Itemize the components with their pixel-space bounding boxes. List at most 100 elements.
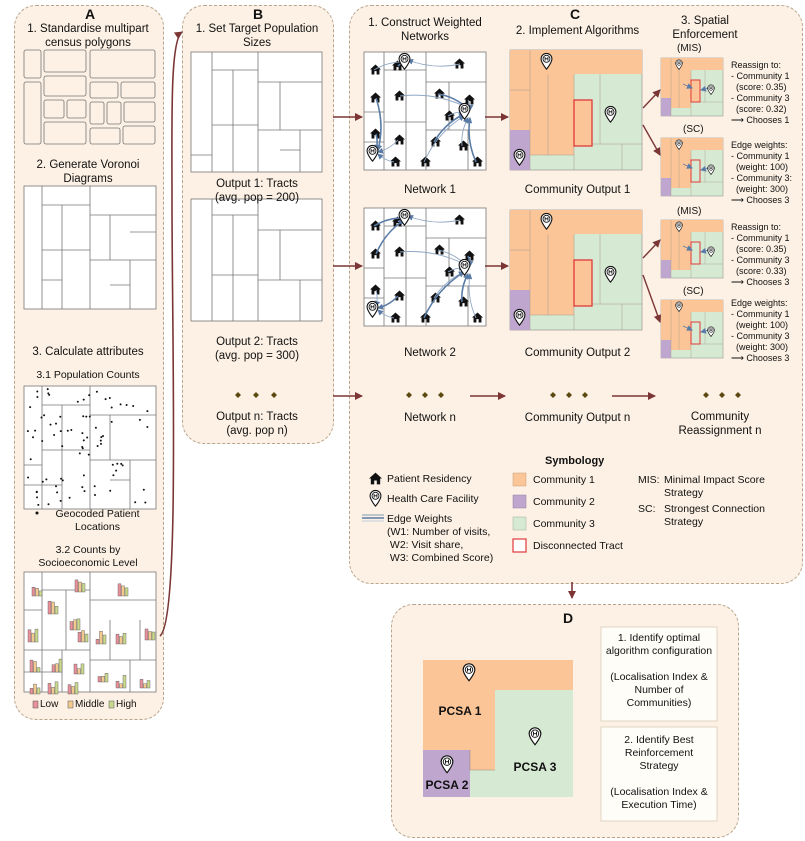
- legend-facility: Health Care Facility: [387, 493, 479, 505]
- sc-label-2: (SC): [683, 286, 704, 297]
- note-sc-2: Edge weights: - Community 1 (weight: 100…: [731, 298, 790, 363]
- legend-patient: Patient Residency: [387, 473, 472, 485]
- population-dots-map: [23, 385, 157, 510]
- disconnected-swatch: [512, 538, 527, 553]
- network-1-map: [363, 51, 487, 171]
- note-mis-2: Reassign to: - Community 1 (score: 0.35)…: [731, 222, 790, 287]
- b-title: 1. Set Target Population Sizes: [195, 23, 319, 49]
- bar-glyph: [139, 679, 151, 689]
- arrow-comm2-to-sc: [642, 274, 662, 323]
- edge-arrow: [377, 309, 395, 319]
- c-reassign-n: Community Reassignment n: [678, 411, 762, 437]
- edge-arrow: [423, 115, 465, 163]
- c-networkn: Network n: [404, 412, 456, 424]
- arrow-comm1-to-sc: [642, 124, 661, 156]
- bar-glyph: [73, 663, 85, 675]
- network-2-map: [363, 207, 487, 327]
- edge-arrow: [407, 58, 461, 67]
- edge-arrow: [407, 214, 461, 223]
- legend-symbology: Symbology: [545, 455, 605, 467]
- disconnected-tract: [690, 321, 701, 345]
- legend-low: Low: [40, 699, 59, 710]
- disconnected-tract: [690, 159, 701, 183]
- enforcement-sc-1-map: [660, 137, 724, 197]
- edge-arrow: [682, 83, 693, 89]
- community-output-2-map: [509, 209, 643, 331]
- socio-legend: [32, 700, 115, 709]
- bar-glyph: [47, 601, 59, 615]
- a-step3: 3. Calculate attributes: [32, 346, 144, 358]
- c-network2: Network 2: [404, 347, 456, 359]
- edge-arrow: [377, 295, 399, 310]
- tracts-map-1: [190, 51, 323, 173]
- edge-arrow: [682, 245, 693, 251]
- disconnected-tract: [690, 79, 701, 103]
- community-output-1-map: [509, 49, 643, 171]
- d-box2-text: 2. Identify Best Reinforcement Strategy …: [610, 734, 708, 811]
- legend-edge-items: (W1: Number of visits, W2: Visit share, …: [387, 526, 494, 564]
- c-communityn: Community Output n: [524, 412, 631, 424]
- voronoi-diagram: [23, 185, 157, 310]
- bar-glyph: [31, 587, 43, 597]
- mis-label-1: (MIS): [677, 43, 702, 54]
- c-col3-title: 3. Spatial Enforcement: [672, 15, 738, 41]
- a-step2: 2. Generate Voronoi Diagrams: [36, 159, 140, 185]
- dot-legend-icon: [35, 511, 39, 515]
- legend-mis-val: Minimal Impact Score Strategy: [664, 474, 765, 499]
- bar-glyph: [67, 682, 79, 695]
- edge-arrow: [466, 273, 477, 319]
- bar-glyph: [77, 630, 89, 643]
- panel-c-letter: C: [569, 6, 581, 22]
- bar-glyph: [27, 628, 39, 643]
- legend-c2: Community 2: [533, 496, 595, 508]
- c-community2: Community Output 2: [524, 347, 631, 359]
- census-polygons: [23, 49, 156, 145]
- bar-glyph: [74, 579, 86, 593]
- diamond-ellipsis-icon: [235, 392, 741, 398]
- mis-label-2: (MIS): [677, 206, 702, 217]
- house-icon: [369, 472, 382, 485]
- tracts-map-2: [190, 198, 323, 322]
- b-outputn: Output n: Tracts (avg. pop n): [216, 411, 298, 437]
- c-col2-title: 2. Implement Algorithms: [515, 25, 640, 37]
- edge-arrow: [466, 117, 477, 163]
- enforcement-mis-1-map: [660, 57, 724, 117]
- a-dots-legend: Geocoded Patient Locations: [55, 508, 140, 533]
- bar-glyph: [115, 633, 127, 645]
- panel-a-letter: A: [84, 6, 96, 22]
- socioeconomic-map: [23, 571, 157, 695]
- a-step31: 3.1 Population Counts: [36, 369, 140, 381]
- pcsa-map: [423, 660, 573, 797]
- c-col1-title: 1. Construct Weighted Networks: [368, 17, 482, 43]
- edge-arrow: [682, 163, 693, 169]
- note-sc-1: Edge weights: - Community 1 (weight: 100…: [731, 140, 793, 205]
- panel-d-letter: D: [562, 610, 574, 626]
- bar-glyph: [69, 618, 81, 631]
- c-network1: Network 1: [404, 184, 456, 196]
- community-1-swatch: [512, 472, 527, 487]
- legend-edge-title: Edge Weights: [387, 513, 453, 525]
- bar-glyph: [47, 681, 59, 695]
- note-mis-1: Reassign to: - Community 1 (score: 0.35)…: [731, 60, 790, 125]
- panel-b-letter: B: [252, 6, 264, 22]
- sc-label-1: (SC): [683, 124, 704, 135]
- step-box-2: [600, 726, 718, 822]
- legend-sc-val: Strongest Connection Strategy: [664, 503, 765, 528]
- disconnected-tract: [690, 241, 701, 265]
- enforcement-sc-2-map: [660, 299, 724, 359]
- legend-middle: Middle: [75, 699, 105, 710]
- edge-arrow: [423, 271, 465, 319]
- edge-weights-icon: [362, 514, 384, 522]
- bar-glyph: [115, 675, 127, 689]
- disconnected-tract: [573, 99, 593, 147]
- bar-glyph: [29, 683, 41, 695]
- bar-glyph: [29, 659, 41, 673]
- arrow-a-to-b: [159, 31, 183, 637]
- b-output2: Output 2: Tracts (avg. pop = 300): [214, 336, 300, 362]
- c-community1: Community Output 1: [524, 184, 631, 196]
- bar-glyph: [95, 631, 107, 645]
- edge-arrow: [377, 153, 395, 163]
- legend-high: High: [116, 699, 137, 710]
- edge-arrow: [375, 219, 405, 255]
